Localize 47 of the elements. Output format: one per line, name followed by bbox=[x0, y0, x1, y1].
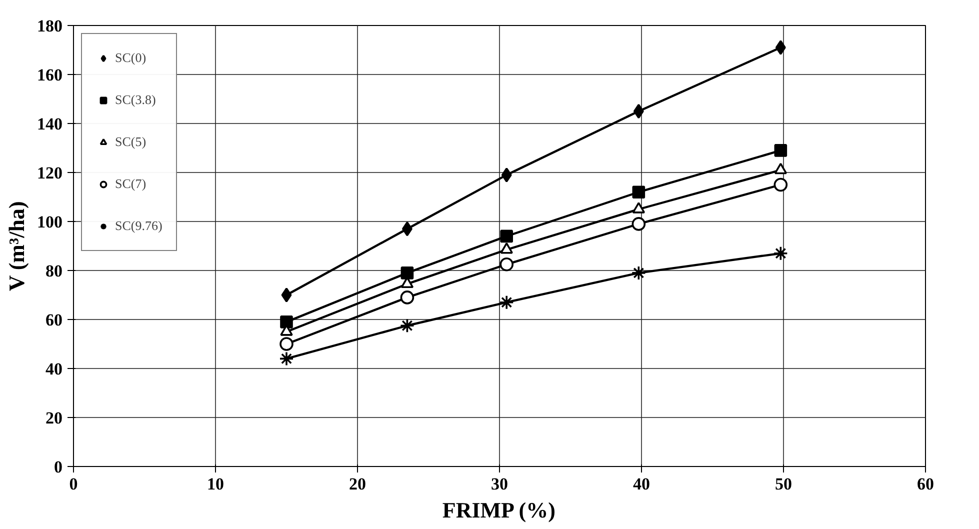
point bbox=[632, 186, 646, 198]
y-tick-label: 140 bbox=[37, 114, 62, 134]
legend-label: SC(9.76) bbox=[115, 218, 162, 234]
point bbox=[400, 290, 414, 304]
y-tick-label: 60 bbox=[46, 310, 62, 330]
point bbox=[280, 337, 294, 351]
x-tick-label: 30 bbox=[491, 474, 508, 494]
point bbox=[774, 162, 788, 174]
point bbox=[499, 294, 514, 310]
y-tick-label: 120 bbox=[37, 164, 62, 182]
point bbox=[632, 217, 646, 231]
point bbox=[281, 288, 292, 302]
point bbox=[775, 40, 786, 55]
x-tick-label: 50 bbox=[775, 474, 792, 494]
x-tick-label: 10 bbox=[207, 474, 224, 494]
point bbox=[280, 316, 293, 328]
y-axis-title: V (m³/ha) bbox=[4, 201, 29, 292]
x-tick-label: 40 bbox=[633, 474, 650, 494]
point bbox=[400, 318, 415, 334]
y-tick-label: 20 bbox=[46, 408, 62, 428]
y-tick-label: 180 bbox=[37, 16, 62, 36]
x-tick-label: 60 bbox=[917, 474, 934, 494]
point bbox=[631, 266, 646, 280]
x-tick-label: 20 bbox=[349, 474, 366, 494]
y-tick-label: 40 bbox=[46, 360, 62, 378]
point bbox=[773, 246, 788, 261]
point bbox=[500, 242, 513, 254]
y-tick-label: 100 bbox=[37, 212, 62, 232]
x-axis-title: FRIMP (%) bbox=[442, 498, 556, 522]
legend-label: SC(5) bbox=[115, 134, 146, 150]
point bbox=[402, 221, 412, 236]
legend-label: SC(0) bbox=[115, 50, 146, 66]
point bbox=[501, 168, 512, 182]
legend-label: SC(7) bbox=[115, 176, 146, 192]
point bbox=[774, 144, 788, 157]
x-tick-label: 0 bbox=[69, 474, 78, 494]
point bbox=[400, 266, 414, 280]
point bbox=[500, 257, 514, 272]
y-tick-label: 160 bbox=[37, 66, 62, 84]
point bbox=[774, 178, 788, 192]
legend-label: SC(3.8) bbox=[115, 92, 156, 108]
y-tick-label: 80 bbox=[46, 262, 62, 280]
point bbox=[500, 230, 513, 243]
point bbox=[632, 202, 646, 214]
y-tick-label: 0 bbox=[54, 458, 62, 476]
point bbox=[633, 104, 644, 119]
point bbox=[279, 351, 294, 366]
